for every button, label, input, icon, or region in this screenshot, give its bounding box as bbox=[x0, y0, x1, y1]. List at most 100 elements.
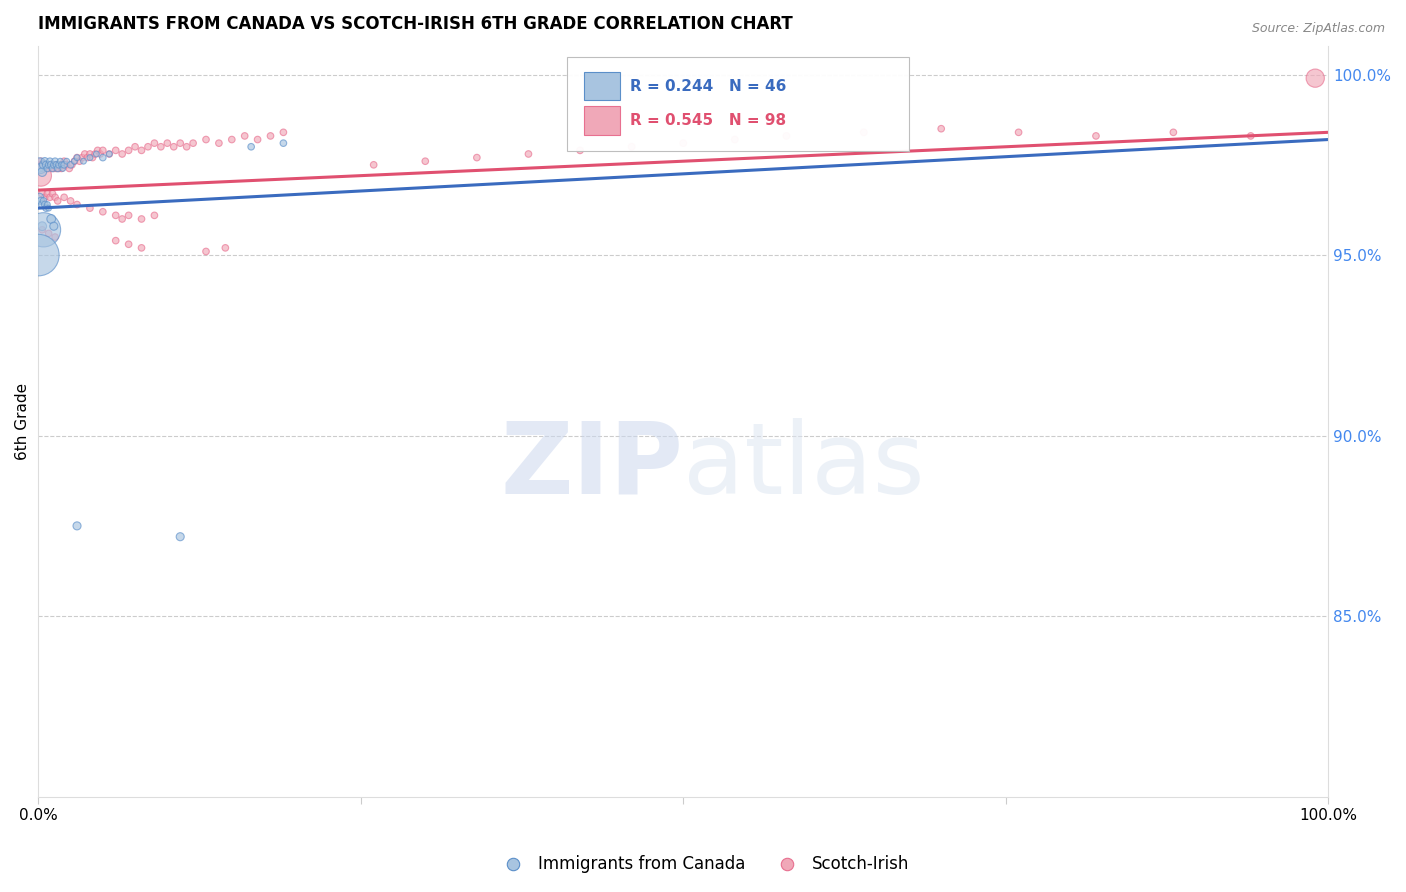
Bar bbox=[583, 106, 620, 135]
Point bbox=[73, 147, 96, 161]
Point bbox=[66, 151, 89, 165]
Point bbox=[38, 161, 60, 176]
Point bbox=[82, 151, 104, 165]
Point bbox=[176, 140, 198, 154]
Point bbox=[27, 248, 49, 262]
Point bbox=[58, 161, 80, 176]
Point bbox=[51, 158, 73, 172]
Point bbox=[51, 161, 73, 176]
Point bbox=[724, 132, 747, 146]
Point bbox=[195, 132, 218, 146]
Point bbox=[41, 161, 63, 176]
Point bbox=[72, 154, 94, 169]
Point bbox=[195, 244, 218, 259]
Point bbox=[775, 128, 797, 143]
Point bbox=[89, 147, 111, 161]
Point bbox=[42, 219, 65, 234]
Point bbox=[86, 147, 108, 161]
Point bbox=[63, 154, 86, 169]
Point bbox=[1007, 125, 1029, 139]
Point bbox=[98, 147, 121, 161]
Legend: Immigrants from Canada, Scotch-Irish: Immigrants from Canada, Scotch-Irish bbox=[489, 848, 917, 880]
Point bbox=[55, 158, 77, 172]
Point bbox=[41, 186, 63, 201]
Point bbox=[53, 154, 76, 169]
Point bbox=[86, 144, 108, 158]
Point bbox=[45, 158, 67, 172]
Point bbox=[1163, 125, 1185, 139]
Point bbox=[66, 151, 89, 165]
Point bbox=[79, 147, 101, 161]
Point bbox=[131, 241, 153, 255]
Point bbox=[1240, 128, 1263, 143]
Point bbox=[70, 151, 93, 165]
Point bbox=[246, 132, 269, 146]
Point bbox=[465, 151, 488, 165]
Text: R = 0.244   N = 46: R = 0.244 N = 46 bbox=[630, 78, 787, 94]
Point bbox=[39, 190, 62, 204]
Y-axis label: 6th Grade: 6th Grade bbox=[15, 383, 30, 459]
Point bbox=[45, 161, 67, 176]
Point bbox=[66, 519, 89, 533]
Point bbox=[221, 132, 243, 146]
Text: IMMIGRANTS FROM CANADA VS SCOTCH-IRISH 6TH GRADE CORRELATION CHART: IMMIGRANTS FROM CANADA VS SCOTCH-IRISH 6… bbox=[38, 15, 793, 33]
Point bbox=[111, 147, 134, 161]
Point bbox=[66, 197, 89, 211]
Point bbox=[30, 161, 52, 176]
Point bbox=[35, 158, 58, 172]
Point bbox=[363, 158, 385, 172]
Point bbox=[30, 194, 52, 208]
Point bbox=[37, 197, 59, 211]
Point bbox=[55, 154, 77, 169]
Text: R = 0.545   N = 98: R = 0.545 N = 98 bbox=[630, 113, 786, 128]
Point bbox=[60, 158, 83, 172]
Point bbox=[37, 186, 59, 201]
Point bbox=[31, 197, 53, 211]
Point bbox=[413, 154, 436, 169]
Point bbox=[852, 125, 875, 139]
Point bbox=[84, 147, 107, 161]
Point bbox=[31, 223, 53, 237]
Point bbox=[569, 144, 592, 158]
Point bbox=[149, 140, 172, 154]
Point bbox=[1303, 71, 1326, 86]
Point bbox=[30, 154, 52, 169]
Point bbox=[169, 136, 191, 150]
Point bbox=[273, 125, 295, 139]
Point bbox=[34, 154, 56, 169]
Point bbox=[38, 201, 60, 215]
Point bbox=[37, 161, 59, 176]
Point bbox=[76, 151, 98, 165]
Point bbox=[233, 128, 256, 143]
Text: Source: ZipAtlas.com: Source: ZipAtlas.com bbox=[1251, 22, 1385, 36]
Point bbox=[136, 140, 159, 154]
Point bbox=[32, 223, 55, 237]
Point bbox=[259, 128, 281, 143]
Point bbox=[117, 144, 139, 158]
Point bbox=[240, 140, 263, 154]
Point bbox=[39, 154, 62, 169]
Point bbox=[44, 154, 66, 169]
Point bbox=[44, 230, 66, 244]
Point bbox=[39, 158, 62, 172]
Point bbox=[39, 211, 62, 226]
Point bbox=[32, 161, 55, 176]
Point bbox=[52, 161, 75, 176]
Point bbox=[181, 136, 204, 150]
Point bbox=[169, 530, 191, 544]
Point bbox=[143, 208, 166, 222]
Point bbox=[59, 158, 82, 172]
Point bbox=[31, 158, 53, 172]
Point bbox=[28, 158, 51, 172]
Point bbox=[91, 144, 114, 158]
Point bbox=[49, 158, 72, 172]
Point bbox=[30, 169, 52, 183]
Point bbox=[37, 158, 59, 172]
Point bbox=[53, 190, 76, 204]
Bar bbox=[583, 72, 620, 101]
Point bbox=[63, 154, 86, 169]
Point bbox=[39, 158, 62, 172]
Point bbox=[620, 140, 643, 154]
Point bbox=[91, 204, 114, 219]
Point bbox=[31, 165, 53, 179]
